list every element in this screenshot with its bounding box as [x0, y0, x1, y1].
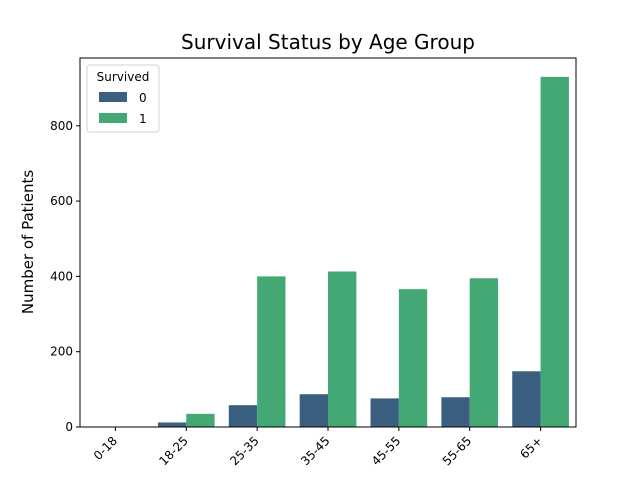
bar-survived-0-18-25	[157, 422, 187, 427]
legend-title: Survived	[97, 70, 150, 84]
x-tick-label: 45-55	[369, 434, 404, 469]
y-tick-label: 200	[50, 345, 73, 359]
legend-label-1: 1	[139, 112, 147, 126]
chart-title: Survival Status by Age Group	[181, 30, 475, 54]
y-tick-label: 800	[50, 119, 73, 133]
bar-survived-1-18-25	[186, 413, 215, 427]
y-tick-label: 400	[50, 269, 73, 283]
bar-survived-0-45-55	[370, 398, 399, 427]
bar-survived-1-55-65	[469, 278, 499, 427]
bar-survived-0-65+	[512, 371, 541, 427]
y-axis-title: Number of Patients	[19, 170, 37, 314]
x-tick-label: 35-45	[298, 434, 333, 469]
y-tick-label: 600	[50, 194, 73, 208]
bar-survived-0-35-45	[299, 394, 328, 427]
legend-label-0: 0	[139, 91, 147, 105]
y-tick-label: 0	[65, 420, 73, 434]
x-tick-label: 65+	[517, 434, 545, 462]
bar-survived-1-45-55	[398, 289, 428, 427]
legend: Survived 0 1	[86, 64, 160, 133]
bars-group	[157, 76, 569, 427]
legend-swatch-0	[99, 92, 127, 102]
bar-survived-1-25-35	[257, 276, 286, 427]
x-tick-label: 0-18	[91, 434, 120, 463]
bar-survived-1-35-45	[328, 271, 357, 427]
bar-survived-0-25-35	[228, 405, 258, 427]
legend-swatch-1	[99, 113, 127, 123]
x-tick-label: 18-25	[156, 434, 191, 469]
y-axis: 0 200 400 600 800	[50, 119, 80, 434]
bar-survived-0-55-65	[441, 397, 470, 427]
x-tick-label: 55-65	[440, 434, 475, 469]
x-axis: 0-18 18-25 25-35 35-45 45-55 55-65 65+	[91, 427, 545, 468]
bar-survived-1-65+	[540, 76, 569, 427]
x-tick-label: 25-35	[227, 434, 262, 469]
